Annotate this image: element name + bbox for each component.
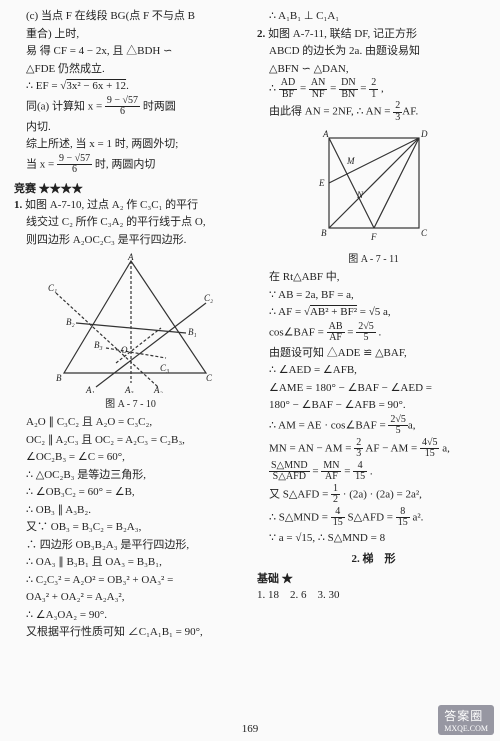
equation-line: ∴ AF = √AB² + BF² = √5 a, — [257, 304, 490, 321]
text-line: ∴ △OC₂B₃ 是等边三角形, — [14, 467, 247, 484]
svg-text:F: F — [370, 232, 377, 242]
svg-text:A₃: A₃ — [124, 385, 134, 393]
text-line: ABCD 的边长为 2a. 由题设易知 — [257, 43, 490, 60]
text-line: ∵ AB = 2a, BF = a, — [257, 287, 490, 304]
svg-text:C: C — [421, 228, 428, 238]
text-line: 180° − ∠BAF − ∠AFB = 90°. — [257, 397, 490, 414]
text-line: 线交过 C₂ 所作 C₃A₂ 的平行线于点 O, — [14, 214, 247, 231]
watermark-url: MXQE.COM — [444, 724, 488, 733]
text-line: A₂O ∥ C₃C₂ 且 A₂O = C₃C₂, — [14, 414, 247, 431]
svg-text:A: A — [322, 129, 329, 139]
svg-text:A₁: A₁ — [85, 385, 95, 393]
svg-text:O: O — [121, 345, 128, 355]
triangle-diagram: A B C C₁ B₂ A₁ A₂ A₃ B₁ C₂ C₃ B₃ O — [46, 253, 216, 393]
text-line: 又根据平行性质可知 ∠C₁A₁B₁ = 90°, — [14, 624, 247, 641]
text-line: 在 Rt△ABF 中, — [257, 269, 490, 286]
svg-text:B: B — [56, 373, 62, 383]
svg-text:C₂: C₂ — [204, 293, 213, 303]
watermark-text: 答案圈 — [444, 709, 483, 723]
page-number: 169 — [0, 723, 500, 735]
equation-line: ∴ ADBF = ANNF = DNBN = 21 , — [257, 78, 490, 100]
text-line: ∵ a = √15, ∴ S△MND = 8 — [257, 530, 490, 547]
svg-text:B₃: B₃ — [94, 340, 103, 350]
section-heading: 2. 梯 形 — [257, 550, 490, 566]
svg-text:C: C — [206, 373, 213, 383]
subsection-heading: 基础 ★ — [257, 570, 490, 586]
equation-line: 由此得 AN = 2NF, ∴ AN = 23AF. — [257, 101, 490, 123]
equation-line: MN = AN − AM = 23 AF − AM = 4√515 a, — [257, 438, 490, 460]
equation-line: cos∠BAF = ABAF = 2√55 . — [257, 322, 490, 344]
text-line: 重合) 上时, — [14, 26, 247, 43]
figure-caption: 图 A - 7 - 11 — [348, 250, 398, 265]
svg-text:A₂: A₂ — [153, 385, 163, 393]
problem-2: 2. 如图 A-7-11, 联结 DF, 记正方形 — [257, 26, 490, 43]
text-line: ∴ ∠OB₃C₂ = 60° = ∠B, — [14, 484, 247, 501]
text-line: ∴ C₂C₃² = A₂O² = OB₃² + OA₃² = — [14, 572, 247, 589]
figure-a-7-11: A D B C E F M N 图 A - 7 - 11 — [257, 128, 490, 265]
text-line: (c) 当点 F 在线段 BG(点 F 不与点 B — [14, 8, 247, 25]
figure-a-7-10: A B C C₁ B₂ A₁ A₂ A₃ B₁ C₂ C₃ B₃ O 图 A -… — [14, 253, 247, 410]
svg-text:C₃: C₃ — [160, 363, 169, 373]
equation-line: ∴ EF = √3x² − 6x + 12. — [14, 78, 247, 95]
page-content: (c) 当点 F 在线段 BG(点 F 不与点 B 重合) 上时, 易 得 CF… — [0, 0, 500, 646]
text-line: ∴ A₁B₁ ⊥ C₁A₁ — [257, 8, 490, 25]
svg-text:D: D — [420, 129, 428, 139]
svg-text:B₂: B₂ — [66, 317, 75, 327]
text-line: 又∵ OB₃ = B₃C₂ = B₂A₃, — [14, 519, 247, 536]
text-line: ∴ ∠AED = ∠AFB, — [257, 362, 490, 379]
text-line: ∴ 四边形 OB₃B₂A₃ 是平行四边形, — [14, 537, 247, 554]
svg-text:B: B — [321, 228, 327, 238]
svg-text:B₁: B₁ — [188, 327, 197, 337]
text-line: 由题设可知 △ADE ≌ △BAF, — [257, 345, 490, 362]
text-line: ∠AME = 180° − ∠BAF − ∠AED = — [257, 380, 490, 397]
text-line: △FDE 仍然成立. — [14, 61, 247, 78]
section-heading: 竞赛 ★★★★ — [14, 180, 247, 196]
svg-text:C₁: C₁ — [48, 283, 57, 293]
text-line: ∴ ∠A₃OA₂ = 90°. — [14, 607, 247, 624]
svg-text:E: E — [318, 178, 325, 188]
svg-text:A: A — [127, 253, 134, 262]
square-diagram: A D B C E F M N — [309, 128, 439, 248]
equation-line: 当 x = 9 − √576 时, 两圆内切 — [14, 154, 247, 176]
answer-line: 1. 18 2. 6 3. 30 — [257, 587, 490, 604]
text-line: 易 得 CF = 4 − 2x, 且 △BDH ∽ — [14, 43, 247, 60]
watermark: 答案圈 MXQE.COM — [438, 705, 494, 735]
text-line: 综上所述, 当 x = 1 时, 两圆外切; — [14, 136, 247, 153]
right-column: ∴ A₁B₁ ⊥ C₁A₁ 2. 如图 A-7-11, 联结 DF, 记正方形 … — [257, 8, 490, 642]
svg-text:N: N — [356, 190, 364, 200]
figure-caption: 图 A - 7 - 10 — [105, 395, 156, 410]
text-line: ∴ OA₃ ∥ B₃B₁ 且 OA₃ = B₃B₁, — [14, 554, 247, 571]
text-line: ∠OC₂B₃ = ∠C = 60°, — [14, 449, 247, 466]
text-line: OC₂ ∥ A₂C₃ 且 OC₂ = A₂C₃ = C₂B₃, — [14, 432, 247, 449]
text-line: ∴ OB₃ ∥ A₃B₂. — [14, 502, 247, 519]
problem-1: 1. 如图 A-7-10, 过点 A₂ 作 C₃C₁ 的平行 — [14, 197, 247, 214]
text-line: 则四边形 A₂OC₂C₃ 是平行四边形. — [14, 232, 247, 249]
text-line: OA₃² + OA₂² = A₂A₃², — [14, 589, 247, 606]
text-line: 内切. — [14, 119, 247, 136]
equation-line: ∴ AM = AE · cos∠BAF = 2√55a, — [257, 415, 490, 437]
text-line: △BFN ∽ △DAN, — [257, 61, 490, 78]
equation-line: 同(a) 计算知 x = 9 − √576 时两圆 — [14, 96, 247, 118]
equation-line: S△MNDS△AFD = MNAF = 415 . — [257, 461, 490, 483]
left-column: (c) 当点 F 在线段 BG(点 F 不与点 B 重合) 上时, 易 得 CF… — [14, 8, 247, 642]
svg-text:M: M — [346, 156, 355, 166]
equation-line: 又 S△AFD = 12 · (2a) · (2a) = 2a², — [257, 484, 490, 506]
equation-line: ∴ S△MND = 415 S△AFD = 815 a². — [257, 507, 490, 529]
